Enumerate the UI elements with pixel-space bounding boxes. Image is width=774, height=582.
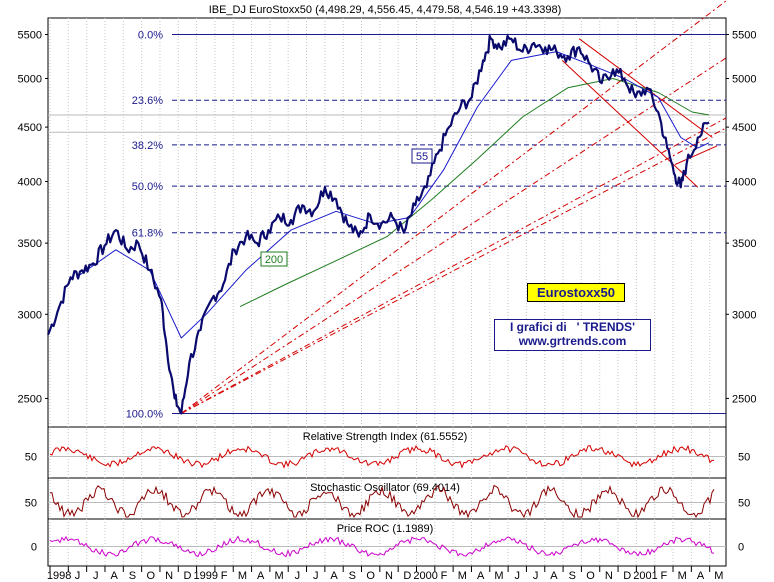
x-tick-15: A (330, 570, 338, 582)
fib-label-5: 100.0% (126, 408, 164, 420)
subpanel-line-1 (50, 484, 715, 519)
plot-frame (47, 17, 727, 567)
x-tick-5: O (147, 570, 156, 582)
x-tick-1: J (75, 570, 81, 582)
y-tick-right-2: 4500 (732, 122, 756, 134)
x-tick-17: O (366, 570, 375, 582)
credit-line-1: I grafici di ' TRENDS' (509, 320, 636, 334)
subpanel-tick-right-1: 50 (738, 498, 750, 510)
x-tick-24: M (494, 570, 503, 582)
subpanel-line-2 (49, 535, 715, 558)
subpanel-tick-left-1: 50 (25, 498, 37, 510)
ma200-label-box (260, 251, 288, 267)
y-tick-left-1: 5000 (18, 73, 42, 85)
y-tick-left-4: 3500 (18, 238, 42, 250)
x-tick-13: J (295, 570, 301, 582)
y-tick-right-1: 5000 (732, 73, 756, 85)
subpanel-tick-right-2: 0 (738, 542, 744, 554)
x-tick-14: J (313, 570, 319, 582)
ma200-label: 200 (265, 254, 283, 266)
y-tick-left-0: 5500 (18, 29, 42, 41)
x-tick-20: 2000 (413, 570, 437, 582)
y-tick-right-0: 5500 (732, 29, 756, 41)
subpanel-tick-right-0: 50 (738, 452, 750, 464)
x-tick-9: F (221, 570, 228, 582)
x-tick-7: D (183, 570, 191, 582)
fib-label-0: 0.0% (138, 29, 163, 41)
brand-badge: Eurostoxx50 (527, 283, 625, 302)
x-tick-19: D (403, 570, 411, 582)
x-tick-4: S (129, 570, 136, 582)
chart-title: IBE_DJ EuroStoxx50 (4,498.29, 4,556.45, … (209, 4, 562, 16)
ma55-label-box (411, 148, 433, 164)
x-tick-22: M (458, 570, 467, 582)
y-tick-left-5: 3000 (18, 309, 42, 321)
y-tick-right-4: 3500 (732, 238, 756, 250)
fan-line-2 (181, 117, 727, 414)
x-tick-29: O (586, 570, 595, 582)
subpanel-title-0: Relative Strength Index (61.5552) (303, 431, 468, 443)
ma55-label: 55 (416, 151, 428, 163)
x-tick-31: D (623, 570, 631, 582)
fan-line-3 (181, 127, 727, 414)
channel-bottom (561, 60, 699, 188)
x-tick-25: J (515, 570, 521, 582)
y-tick-right-6: 2500 (732, 393, 756, 405)
x-tick-34: M (678, 570, 687, 582)
x-tick-8: 1999 (194, 570, 218, 582)
fan-line-1 (181, 57, 727, 414)
fib-label-4: 61.8% (132, 228, 163, 240)
fib-label-1: 23.6% (132, 95, 163, 107)
subpanel-line-0 (49, 444, 715, 469)
x-tick-16: S (349, 570, 356, 582)
fib-label-3: 50.0% (132, 181, 163, 193)
x-tick-10: M (238, 570, 247, 582)
y-tick-left-6: 2500 (18, 393, 42, 405)
x-tick-33: F (660, 570, 667, 582)
subpanel-title-1: Stochastic Oscillator (69.4014) (310, 482, 460, 494)
fan-line-0 (181, 0, 727, 414)
x-tick-26: J (533, 570, 539, 582)
x-tick-6: N (165, 570, 173, 582)
x-tick-32: 2001 (633, 570, 657, 582)
x-tick-23: A (477, 570, 485, 582)
x-tick-11: A (257, 570, 265, 582)
price-line (46, 34, 710, 415)
x-tick-0: 1998 (47, 570, 71, 582)
x-tick-28: S (569, 570, 576, 582)
x-tick-30: N (605, 570, 613, 582)
y-tick-left-3: 4000 (18, 176, 42, 188)
subpanel-tick-left-2: 0 (31, 542, 37, 554)
subpanel-tick-left-0: 50 (25, 452, 37, 464)
x-tick-21: F (441, 570, 448, 582)
subpanel-title-2: Price ROC (1.1989) (337, 523, 434, 535)
y-tick-left-2: 4500 (18, 122, 42, 134)
x-tick-3: A (110, 570, 118, 582)
x-tick-12: M (274, 570, 283, 582)
ma200-line (239, 78, 710, 308)
fib-label-2: 38.2% (132, 140, 163, 152)
y-tick-right-3: 4000 (732, 176, 756, 188)
support-line (674, 145, 718, 165)
credit-box: I grafici di ' TRENDS' www.grtrends.com (494, 319, 651, 351)
x-tick-35: A (697, 570, 705, 582)
x-tick-2: J (93, 570, 99, 582)
x-tick-18: N (385, 570, 393, 582)
x-tick-36: M (714, 570, 723, 582)
x-tick-27: A (550, 570, 558, 582)
credit-line-2: www.grtrends.com (518, 334, 627, 348)
y-tick-right-5: 3000 (732, 309, 756, 321)
